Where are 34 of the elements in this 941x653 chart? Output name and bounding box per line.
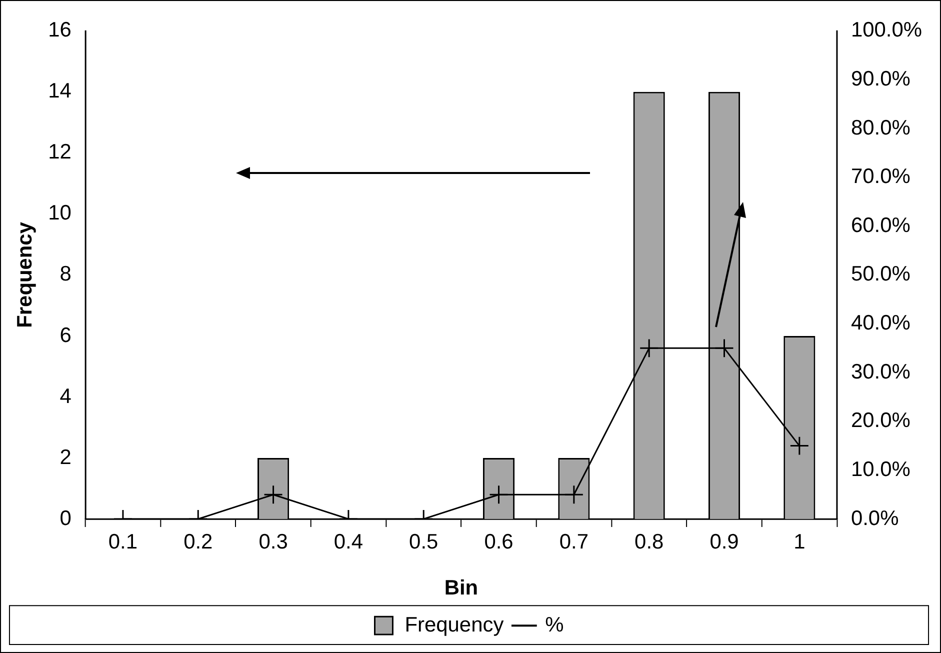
x-tick-label: 0.7 (559, 530, 588, 554)
y2-tick-label: 30.0% (850, 360, 910, 384)
x-tick-label: 0.9 (710, 530, 739, 554)
y-tick-label: 0 (60, 506, 72, 530)
y2-tick-label: 70.0% (850, 165, 910, 188)
legend-label: Frequency (404, 613, 504, 636)
y2-tick-label: 100.0% (850, 18, 922, 42)
x-tick-label: 1 (794, 530, 806, 554)
y2-tick-label: 10.0% (850, 458, 910, 481)
y2-tick-label: 0.0% (850, 506, 899, 530)
y-tick-label: 10 (48, 202, 72, 225)
x-tick-label: 0.3 (258, 530, 288, 554)
y2-tick-label: 40.0% (850, 312, 910, 335)
y-tick-label: 2 (60, 446, 72, 469)
x-tick-label: 0.6 (484, 530, 514, 554)
x-tick-label: 0.2 (184, 530, 213, 554)
x-axis-title: Bin (444, 576, 478, 600)
y-tick-label: 14 (48, 80, 72, 103)
y2-tick-label: 50.0% (850, 262, 910, 286)
y-tick-label: 6 (60, 324, 72, 347)
legend-label: % (545, 613, 564, 636)
x-tick-label: 0.4 (334, 530, 364, 554)
y-tick-label: 4 (60, 384, 72, 408)
y-tick-label: 8 (60, 262, 72, 286)
y2-tick-label: 20.0% (850, 409, 910, 432)
y-axis-title: Frequency (13, 222, 36, 328)
y-tick-label: 12 (48, 140, 72, 164)
x-tick-label: 0.8 (634, 530, 664, 554)
y2-tick-label: 60.0% (850, 214, 910, 237)
x-tick-label: 0.5 (409, 530, 438, 554)
y-tick-label: 16 (48, 18, 72, 42)
y2-tick-label: 90.0% (850, 68, 910, 90)
x-tick-label: 0.1 (108, 530, 138, 554)
y2-tick-label: 80.0% (850, 116, 910, 140)
